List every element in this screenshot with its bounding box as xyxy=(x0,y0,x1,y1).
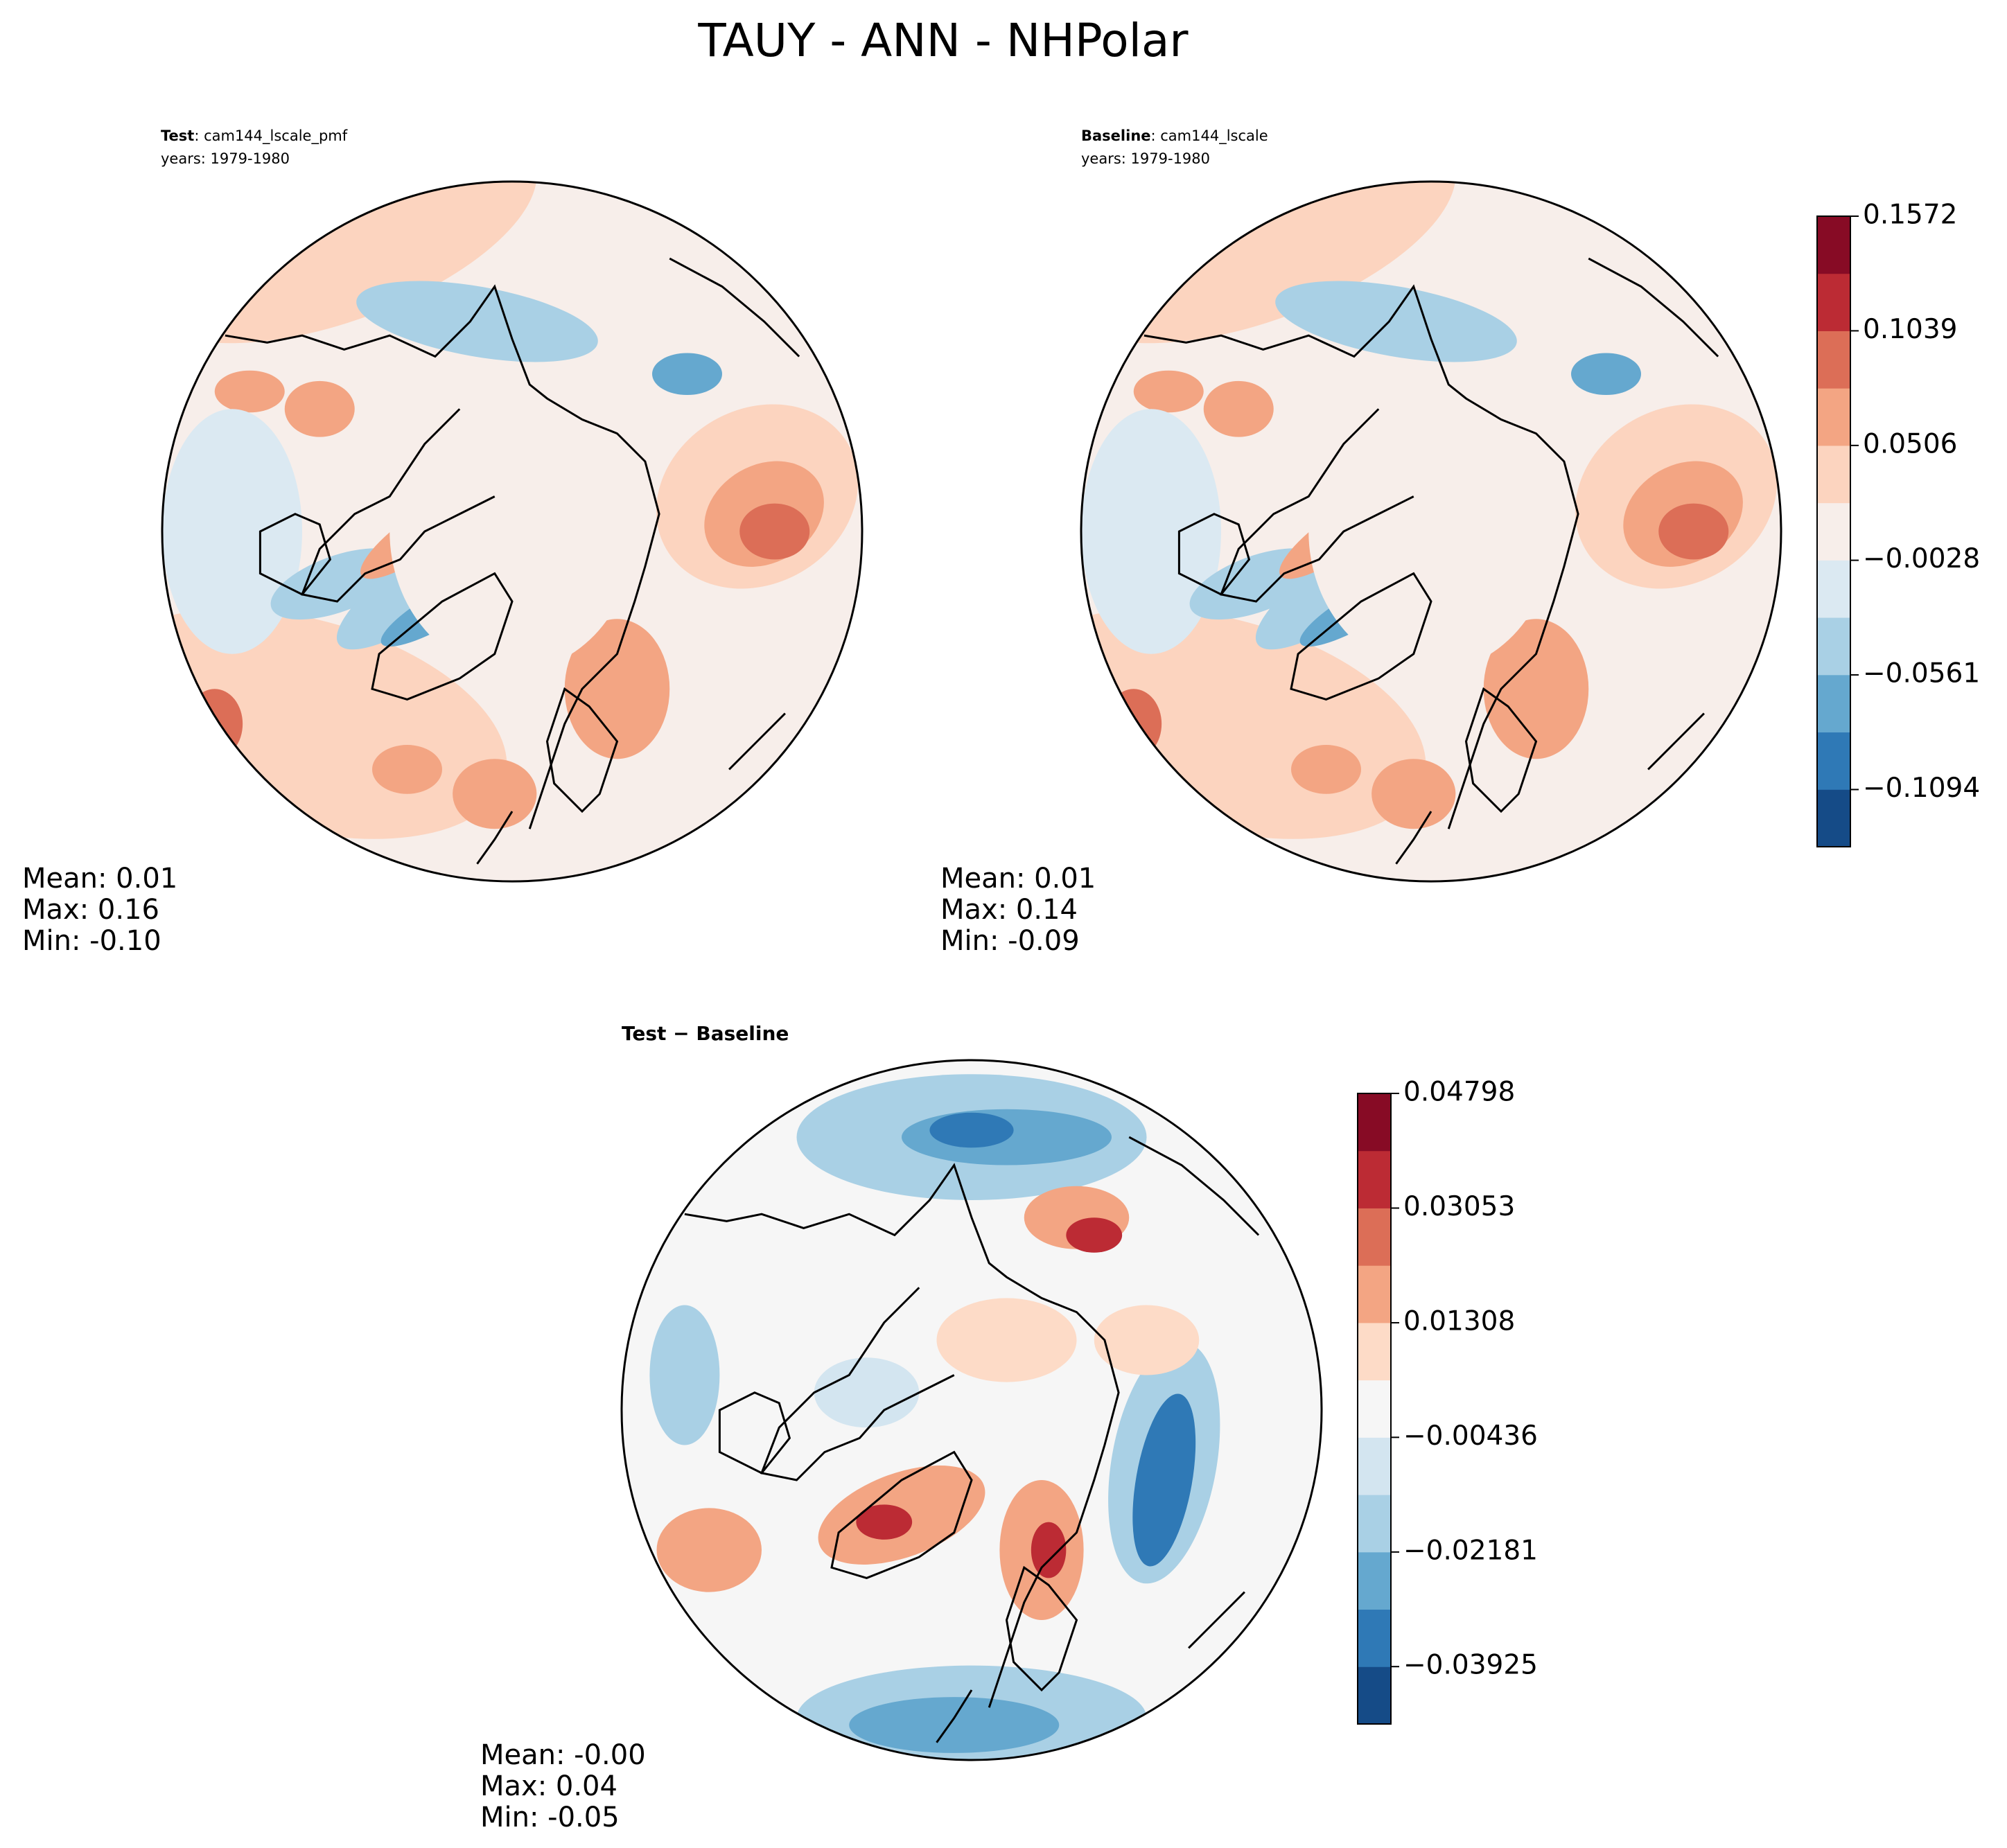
map-boundary xyxy=(622,1060,1322,1760)
colorbar-frame xyxy=(1357,1093,1392,1725)
tick-label: −0.1094 xyxy=(1863,773,1980,804)
colorbar-bin xyxy=(1358,1437,1391,1495)
colorbar-bin xyxy=(1358,1322,1391,1381)
colorbar-bin xyxy=(1358,1150,1391,1208)
contour-region xyxy=(936,1298,1077,1382)
contour-region xyxy=(1483,619,1589,759)
polar-map xyxy=(622,1060,1322,1770)
stat-line: Min: -0.09 xyxy=(940,925,1080,957)
colorbar-bin xyxy=(1817,617,1850,676)
case-name: : cam144_lscale xyxy=(1151,127,1268,145)
colorbar-frame xyxy=(1816,215,1851,847)
colorbar-bin xyxy=(1817,216,1850,274)
contour-region xyxy=(652,353,722,396)
colorbar-bin xyxy=(1358,1093,1391,1152)
case-name: : cam144_lscale_pmf xyxy=(194,127,347,145)
stat-line: Max: 0.14 xyxy=(940,894,1078,926)
contour-region xyxy=(356,281,598,362)
colorbar-bin xyxy=(1358,1609,1391,1667)
colorbar-bin xyxy=(1817,674,1850,733)
colorbar-bin xyxy=(1817,445,1850,504)
tick-label: 0.1572 xyxy=(1863,200,1957,231)
stat-line: Max: 0.04 xyxy=(480,1770,617,1802)
contour-region xyxy=(1571,353,1641,396)
tick-label: −0.02181 xyxy=(1403,1535,1538,1566)
contour-region xyxy=(1308,391,1554,671)
polar-map xyxy=(72,80,949,917)
contour-region xyxy=(1081,409,1221,654)
map-background xyxy=(622,1060,1322,1760)
tick-label: 0.03053 xyxy=(1403,1191,1515,1222)
colorbar-bin xyxy=(1817,331,1850,389)
contour-region xyxy=(564,619,670,759)
contour-region xyxy=(453,759,537,829)
map-boundary xyxy=(1081,182,1781,881)
contour-region xyxy=(649,1305,720,1445)
contour-region xyxy=(162,409,302,654)
contour-region xyxy=(284,380,355,437)
tick-label: 0.0506 xyxy=(1863,428,1957,459)
colorbar-bin xyxy=(1817,388,1850,446)
contour-field xyxy=(622,1060,1322,1760)
contour-region xyxy=(739,503,810,560)
contour-region xyxy=(1203,380,1274,437)
tick-label: −0.0561 xyxy=(1863,658,1980,689)
contour-region xyxy=(1105,689,1162,759)
panel-label: Baseline: cam144_lscale xyxy=(1081,127,1268,145)
contour-region xyxy=(1658,503,1729,560)
map-boundary xyxy=(162,182,862,881)
colorbar-bin xyxy=(1358,1666,1391,1725)
stat-line: Mean: 0.01 xyxy=(940,863,1096,895)
contour-region xyxy=(929,1112,1014,1148)
colorbar-bin xyxy=(1358,1495,1391,1553)
contour-region xyxy=(1132,1393,1196,1567)
years: years: 1979-1980 xyxy=(1081,150,1210,167)
contour-region xyxy=(372,745,442,794)
panel-label: Test: cam144_lscale_pmf xyxy=(161,127,348,145)
contour-region xyxy=(214,370,285,413)
colorbar-bin xyxy=(1358,1208,1391,1266)
stat-line: Min: -0.05 xyxy=(480,1802,620,1833)
contour-region xyxy=(389,391,635,671)
stat-line: Mean: -0.00 xyxy=(480,1739,646,1771)
contour-region xyxy=(1291,745,1361,794)
tick-label: −0.03925 xyxy=(1403,1650,1538,1681)
contour-region xyxy=(856,1504,913,1540)
contour-region xyxy=(656,1508,762,1592)
figure-title: TAUY - ANN - NHPolar xyxy=(697,14,1189,67)
stat-line: Min: -0.10 xyxy=(22,925,161,957)
contour-field xyxy=(162,182,862,881)
stat-line: Max: 0.16 xyxy=(22,894,159,926)
tick-label: 0.01308 xyxy=(1403,1305,1515,1337)
colorbar-bin xyxy=(1358,1380,1391,1438)
case-label: Test xyxy=(161,127,194,144)
contour-region xyxy=(1066,1217,1123,1253)
contour-region xyxy=(814,1357,920,1428)
contour-region xyxy=(1094,1305,1200,1375)
contour-region xyxy=(1371,759,1456,829)
contour-region xyxy=(849,1697,1060,1753)
colorbar-bin xyxy=(1817,732,1850,790)
colorbar-bin xyxy=(1358,1265,1391,1323)
tick-label: 0.04798 xyxy=(1403,1077,1515,1108)
colorbar-bin xyxy=(1817,789,1850,847)
years: years: 1979-1980 xyxy=(161,150,290,167)
contour-region xyxy=(186,689,243,759)
tick-label: 0.1039 xyxy=(1863,314,1957,345)
polar-map xyxy=(991,80,1868,917)
colorbar-bin xyxy=(1358,1551,1391,1610)
tick-label: −0.00436 xyxy=(1403,1420,1538,1452)
case-label: Baseline xyxy=(1081,127,1151,144)
panel-title: Test − Baseline xyxy=(622,1022,789,1045)
colorbar-bin xyxy=(1817,502,1850,561)
contour-region xyxy=(1133,370,1204,413)
colorbar-bin xyxy=(1817,560,1850,618)
contour-field xyxy=(1081,182,1781,881)
colorbar-bin xyxy=(1817,273,1850,331)
contour-region xyxy=(1275,281,1517,362)
stat-line: Mean: 0.01 xyxy=(22,863,177,895)
tick-label: −0.0028 xyxy=(1863,543,1980,574)
contour-region xyxy=(1031,1522,1067,1578)
